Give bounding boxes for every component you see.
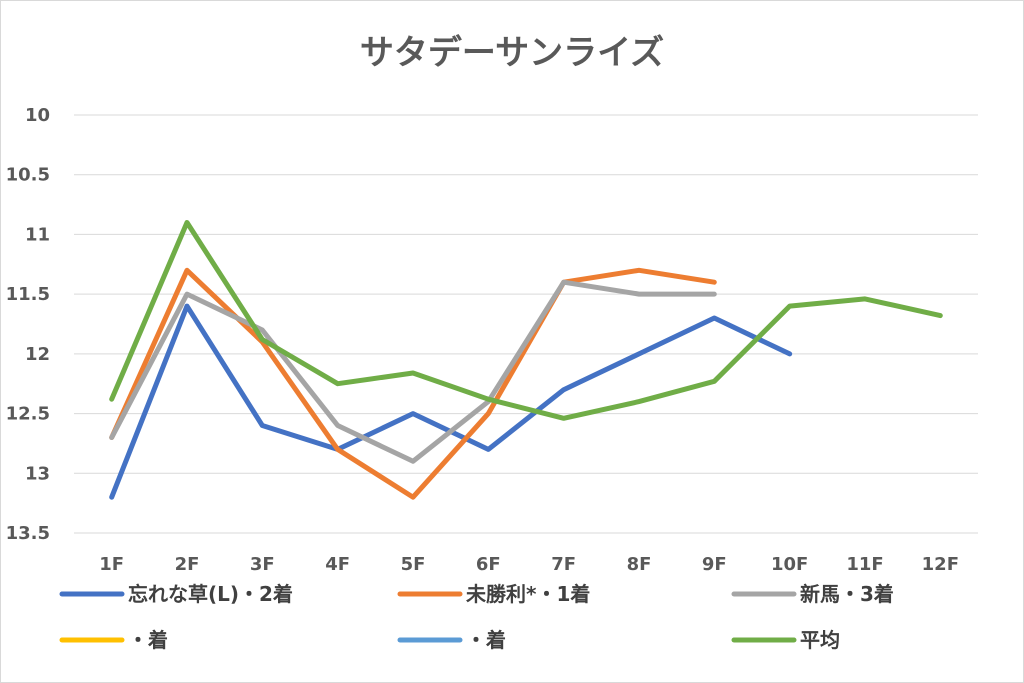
y-tick-label: 12.5 xyxy=(6,404,50,425)
x-tick-label: 2F xyxy=(175,554,200,575)
y-tick-label: 11 xyxy=(25,224,50,245)
x-tick-label: 6F xyxy=(476,554,501,575)
x-axis-tick-labels: 1F 2F 3F 4F 5F 6F 7F 8F 9F 10F 11F 12F xyxy=(99,554,959,575)
legend-label: ・着 xyxy=(466,628,506,652)
legend-label: 未勝利*・1着 xyxy=(466,582,590,606)
series-lines xyxy=(109,220,943,500)
legend: 忘れな草(L)・2着 未勝利*・1着 新馬・3着・着 ・着 平均 xyxy=(59,582,894,652)
legend-label: 新馬・3着 xyxy=(800,582,894,606)
chart-title: サタデーサンライズ xyxy=(360,33,664,73)
gridlines xyxy=(74,114,978,534)
y-tick-label: 11.5 xyxy=(6,284,50,305)
legend-label: ・着 xyxy=(128,628,168,652)
series-line-0 xyxy=(109,303,793,500)
x-tick-label: 4F xyxy=(325,554,350,575)
series-line-1 xyxy=(109,267,717,500)
x-tick-label: 9F xyxy=(702,554,727,575)
x-tick-label: 7F xyxy=(551,554,576,575)
y-tick-label: 13 xyxy=(25,463,50,484)
legend-label: 平均 xyxy=(800,628,840,652)
series-line-2 xyxy=(109,279,717,464)
x-tick-label: 12F xyxy=(922,554,959,575)
legend-label: 忘れな草(L)・2着 xyxy=(128,582,293,606)
y-tick-label: 10.5 xyxy=(6,165,50,186)
y-axis-tick-labels: 10 10.5 11 11.5 12 12.5 13 13.5 xyxy=(6,105,50,544)
x-tick-label: 3F xyxy=(250,554,275,575)
series-line-5 xyxy=(109,220,943,421)
x-tick-label: 1F xyxy=(99,554,124,575)
x-tick-label: 11F xyxy=(846,554,883,575)
x-tick-label: 10F xyxy=(771,554,808,575)
y-tick-label: 13.5 xyxy=(6,523,50,544)
x-tick-label: 8F xyxy=(627,554,652,575)
y-tick-label: 12 xyxy=(25,344,50,365)
x-tick-label: 5F xyxy=(401,554,426,575)
y-tick-label: 10 xyxy=(25,105,50,126)
